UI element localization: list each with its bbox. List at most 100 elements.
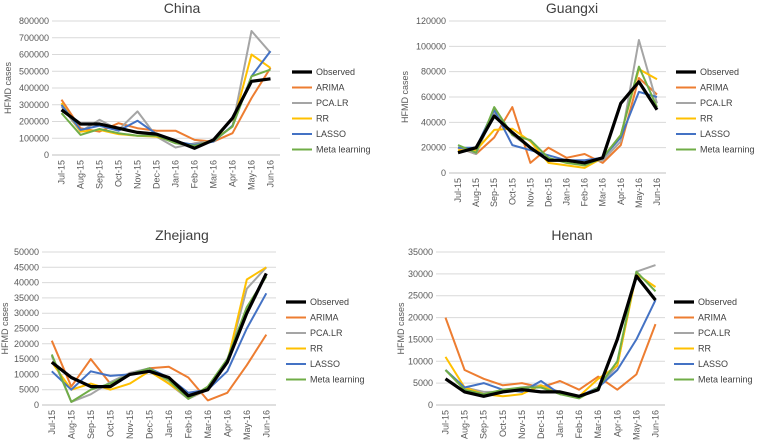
chart-title: Guangxi: [546, 0, 598, 16]
y-tick-label: 500000: [19, 66, 49, 76]
x-tick-label: Jul-15: [453, 178, 463, 203]
y-tick-label: 60000: [421, 92, 446, 102]
series-line-meta-learning: [457, 65, 658, 167]
chart-title: China: [164, 0, 201, 16]
legend-label: Observed: [316, 67, 355, 77]
x-tick-label: Aug-15: [460, 410, 470, 439]
legend-label: Meta learning: [316, 145, 371, 155]
x-tick-label: Sep-15: [95, 160, 105, 189]
legend-label: Meta learning: [698, 375, 753, 385]
legend-label: LASSO: [700, 129, 730, 139]
x-tick-label: Oct-15: [114, 160, 124, 187]
y-tick-label: 25000: [408, 291, 433, 301]
x-tick-label: Feb-16: [183, 410, 193, 439]
x-tick-label: Nov-15: [525, 178, 535, 207]
legend-label: Meta learning: [700, 145, 755, 155]
legend: Observed ARIMA PCA.LR RR LASSO Meta learning: [286, 297, 365, 385]
y-tick-label: 5000: [413, 378, 433, 388]
x-tick-label: Aug-15: [66, 410, 76, 439]
y-tick-label: 120000: [416, 16, 446, 26]
y-tick-label: 30000: [408, 269, 433, 279]
x-tick-label: Jan-16: [164, 410, 174, 438]
x-tick-label: Nov-15: [133, 160, 143, 189]
series-line-observed: [444, 274, 657, 398]
legend-label: ARIMA: [316, 83, 345, 93]
chart-title: Henan: [551, 227, 592, 243]
y-tick-label: 0: [428, 400, 433, 410]
chart-panel-zhejiang: Zhejiang 0 5000 10000 15000 20000 25000 30000 35…: [0, 227, 365, 440]
legend: Observed ARIMA PCA.LR RR LASSO Meta learning: [676, 67, 755, 155]
series-line-meta-learning: [60, 68, 271, 147]
y-tick-label: 100000: [19, 133, 49, 143]
series-line-lasso: [444, 299, 657, 398]
y-axis-label: HFMD cases: [0, 302, 10, 355]
x-tick-label: Jun-16: [266, 160, 276, 188]
x-tick-label: Dec-15: [536, 410, 546, 439]
legend-label: Observed: [700, 67, 739, 77]
chart-panel-henan: Henan 0 5000 10000 15000 20000 25000 30000 35000…: [396, 227, 753, 440]
y-tick-label: 15000: [14, 354, 39, 364]
x-tick-label: Mar-16: [598, 178, 608, 207]
legend-label: LASSO: [698, 359, 728, 369]
x-tick-label: Jun-16: [652, 178, 662, 206]
series-line-observed: [50, 272, 268, 398]
y-tick-label: 0: [44, 150, 49, 160]
y-tick-label: 0: [34, 400, 39, 410]
y-tick-label: 50000: [14, 247, 39, 257]
x-tick-label: Nov-15: [125, 410, 135, 439]
x-tick-label: Dec-15: [543, 178, 553, 207]
legend-label: ARIMA: [310, 313, 339, 323]
y-tick-label: 20000: [421, 143, 446, 153]
x-tick-label: Feb-16: [580, 178, 590, 207]
x-tick-label: Jan-16: [555, 410, 565, 438]
legend-label: RR: [316, 114, 329, 124]
x-tick-label: Jul-15: [57, 160, 67, 185]
x-tick-label: May-16: [634, 178, 644, 208]
legend-label: Observed: [698, 297, 737, 307]
y-tick-label: 800000: [19, 16, 49, 26]
chart-panel-china: China 0 100000 200000 300000 400000 500000 6000…: [3, 0, 371, 190]
legend-label: Meta learning: [310, 375, 365, 385]
legend: Observed ARIMA PCA.LR RR LASSO Meta learning: [674, 297, 753, 385]
y-tick-label: 15000: [408, 334, 433, 344]
series-line-arima: [444, 317, 657, 391]
y-tick-label: 600000: [19, 50, 49, 60]
x-tick-label: Jan-16: [562, 178, 572, 206]
legend-label: PCA.LR: [316, 98, 349, 108]
x-tick-label: Mar-16: [593, 410, 603, 439]
legend-label: LASSO: [310, 359, 340, 369]
x-tick-label: Feb-16: [190, 160, 200, 189]
y-tick-label: 80000: [421, 67, 446, 77]
x-tick-label: Oct-15: [507, 178, 517, 205]
legend-label: PCA.LR: [698, 328, 731, 338]
x-tick-label: Sep-15: [86, 410, 96, 439]
legend-label: ARIMA: [700, 83, 729, 93]
x-tick-label: Jan-16: [171, 160, 181, 188]
legend-label: PCA.LR: [310, 328, 343, 338]
x-tick-label: Apr-16: [616, 178, 626, 205]
x-tick-label: Nov-15: [517, 410, 527, 439]
y-tick-label: 100000: [416, 41, 446, 51]
series-line-rr: [444, 272, 657, 398]
x-tick-label: Sep-15: [479, 410, 489, 439]
x-tick-label: Feb-16: [574, 410, 584, 439]
y-tick-label: 20000: [14, 339, 39, 349]
series-line-arima: [457, 77, 658, 164]
legend-label: PCA.LR: [700, 98, 733, 108]
x-tick-label: Sep-15: [489, 178, 499, 207]
y-tick-label: 300000: [19, 100, 49, 110]
x-tick-label: Apr-16: [222, 410, 232, 437]
y-tick-label: 30000: [14, 308, 39, 318]
series-line-observed: [60, 77, 271, 150]
y-tick-label: 700000: [19, 33, 49, 43]
y-tick-label: 400000: [19, 83, 49, 93]
series-line-observed: [457, 80, 659, 165]
x-tick-label: Mar-16: [209, 160, 219, 189]
x-tick-label: Oct-15: [498, 410, 508, 437]
x-tick-label: Apr-16: [612, 410, 622, 437]
y-tick-label: 0: [441, 168, 446, 178]
y-tick-label: 35000: [14, 293, 39, 303]
x-tick-label: May-16: [247, 160, 257, 190]
y-tick-label: 20000: [408, 313, 433, 323]
